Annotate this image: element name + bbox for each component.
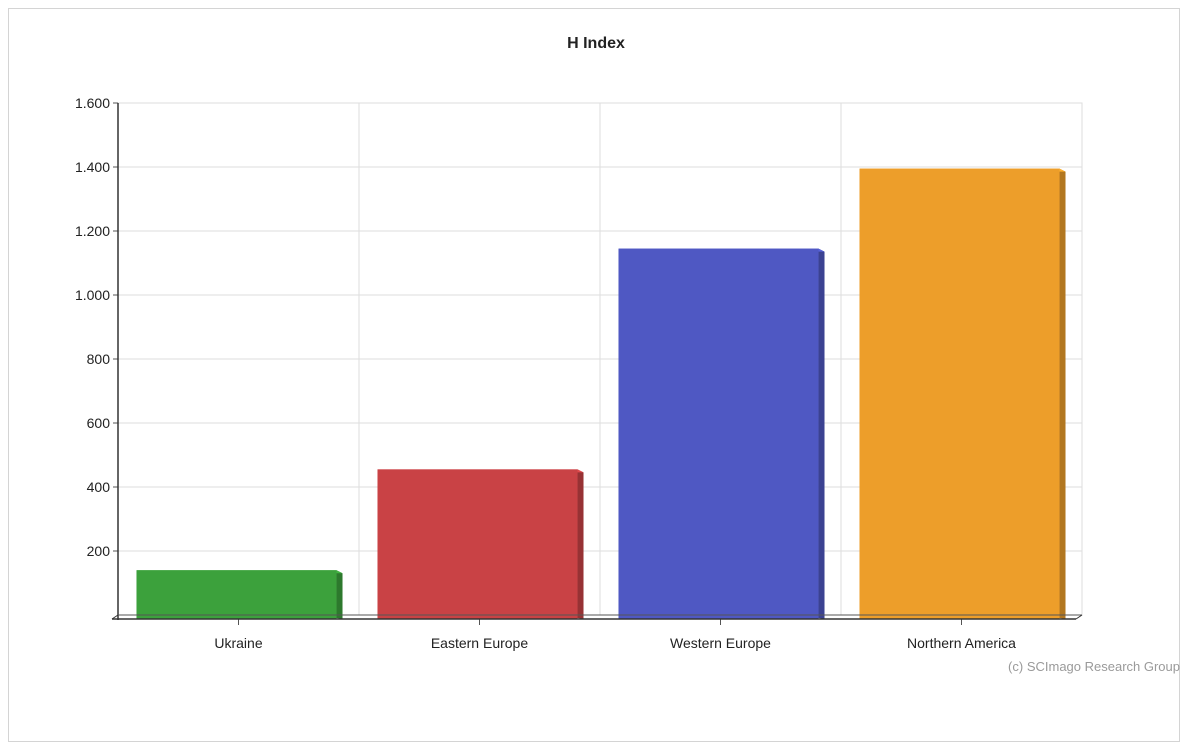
y-tick-label: 1.400 — [75, 159, 110, 175]
y-tick-label: 1.600 — [75, 95, 110, 111]
y-tick-label: 400 — [87, 479, 111, 495]
bar-side — [818, 248, 825, 619]
bar-front — [377, 469, 578, 619]
x-tick-label: Eastern Europe — [431, 635, 528, 651]
chart-title: H Index — [567, 35, 625, 52]
axis-corner — [1075, 614, 1083, 620]
bars — [136, 168, 1066, 619]
y-tick-label: 800 — [87, 351, 111, 367]
axis-corner — [111, 614, 119, 620]
bar-western-europe — [618, 248, 825, 619]
x-tick-label: Western Europe — [670, 635, 771, 651]
y-tick-label: 600 — [87, 415, 111, 431]
x-tick-label: Ukraine — [214, 635, 262, 651]
bar-front — [859, 168, 1060, 619]
bar-ukraine — [136, 570, 343, 619]
axes — [111, 102, 1083, 625]
tick-labels: 200 400 600 800 1.000 1.200 1.400 1.600 Ukraine E… — [75, 95, 1016, 651]
bar-side — [1059, 168, 1066, 619]
y-tick-label: 1.000 — [75, 287, 110, 303]
bar-northern-america — [859, 168, 1066, 619]
y-tick-label: 200 — [87, 543, 111, 559]
bar-side — [336, 570, 343, 619]
y-tick-label: 1.200 — [75, 223, 110, 239]
bar-front — [136, 570, 337, 619]
credit-text: (c) SCImago Research Group — [1008, 659, 1180, 674]
bar-front — [618, 248, 819, 619]
bar-side — [577, 469, 584, 619]
bar-eastern-europe — [377, 469, 584, 619]
x-tick-label: Northern America — [907, 635, 1016, 651]
